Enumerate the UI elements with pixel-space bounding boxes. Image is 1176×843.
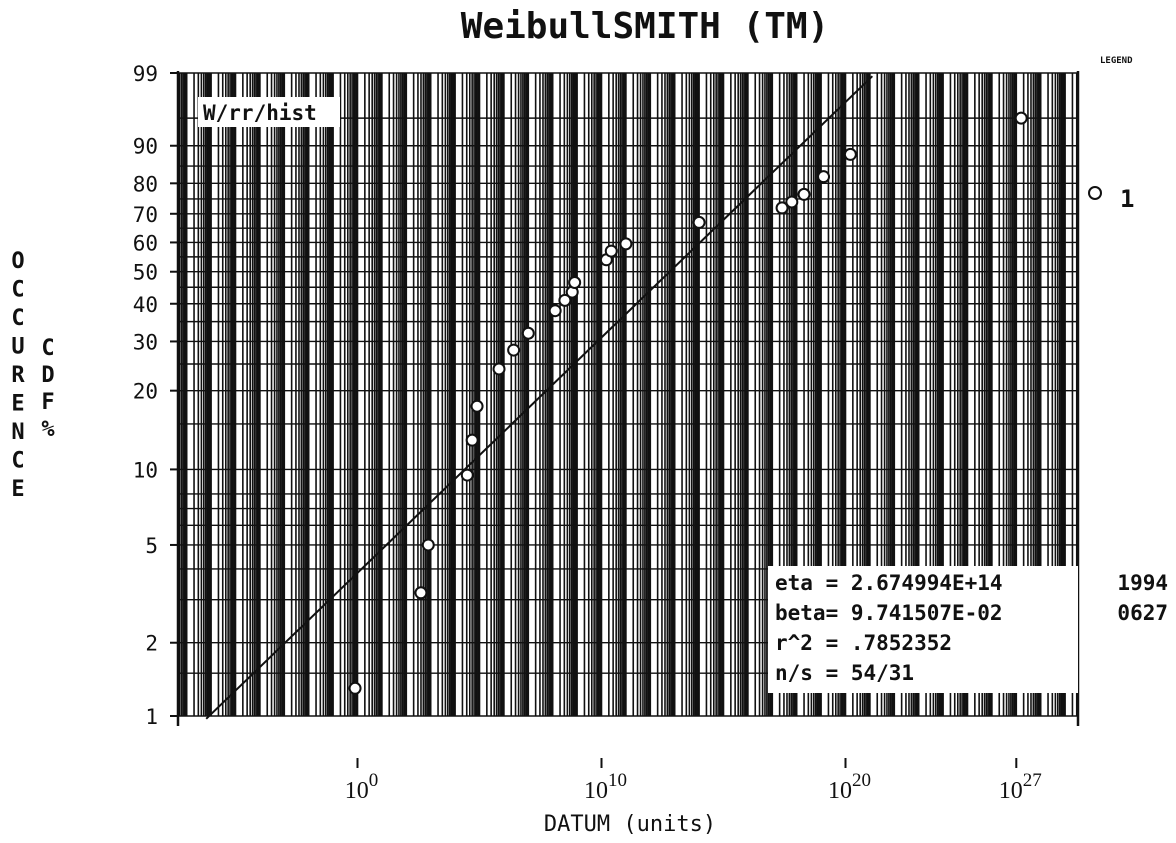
y-tick-label: 20 xyxy=(133,380,158,404)
cdf-label-letter: % xyxy=(41,417,55,442)
y-label-letter: N xyxy=(11,420,24,445)
data-point xyxy=(460,468,474,482)
y-tick-label: 5 xyxy=(145,534,158,558)
side-label: 1994 xyxy=(1117,571,1168,595)
data-point xyxy=(470,399,484,413)
data-point xyxy=(548,304,562,318)
stats-line: beta= 9.741507E-02 xyxy=(775,601,1003,625)
y-tick-label: 99 xyxy=(133,62,158,86)
y-axis-cdf-label: CDF% xyxy=(41,336,55,442)
data-point xyxy=(414,586,428,600)
y-label-letter: U xyxy=(11,335,24,360)
data-point xyxy=(421,538,435,552)
data-point xyxy=(619,237,633,251)
cdf-label-letter: C xyxy=(41,336,54,361)
y-label-letter: C xyxy=(11,306,24,331)
data-points xyxy=(348,111,1028,695)
side-labels: 1994 0627 xyxy=(1117,571,1168,625)
fit-line-group xyxy=(205,75,874,720)
y-tick-label: 10 xyxy=(133,458,158,482)
data-point xyxy=(558,293,572,307)
data-point xyxy=(775,201,789,215)
stats-line: r^2 = .7852352 xyxy=(775,631,952,655)
data-point xyxy=(1014,111,1028,125)
data-point xyxy=(492,362,506,376)
corner-label-box xyxy=(198,97,340,127)
x-tick-label: 100 xyxy=(345,770,379,804)
cdf-label-letter: F xyxy=(41,390,54,415)
weibull-fit-line xyxy=(205,75,874,720)
y-tick-label: 70 xyxy=(133,203,158,227)
x-axis-label: DATUM (units) xyxy=(544,812,716,837)
data-point xyxy=(521,326,535,340)
x-tick-label: 1027 xyxy=(999,770,1042,804)
y-label-letter: E xyxy=(11,477,24,502)
stats-box xyxy=(768,566,1078,693)
data-point xyxy=(785,195,799,209)
data-point xyxy=(797,187,811,201)
y-label-letter: C xyxy=(11,278,24,303)
data-point xyxy=(348,681,362,695)
y-label-letter: C xyxy=(11,449,24,474)
x-axis-ticks: 100 1010 1020 1027 xyxy=(345,758,1042,804)
stats-text: eta = 2.674994E+14 beta= 9.741507E-02 r^2 … xyxy=(775,571,1003,685)
data-point xyxy=(568,276,582,290)
y-tick-label: 2 xyxy=(145,632,158,656)
data-point xyxy=(692,215,706,229)
y-tick-label: 1 xyxy=(145,705,158,729)
data-point xyxy=(465,433,479,447)
y-label-letter: E xyxy=(11,392,24,417)
data-point xyxy=(507,343,521,357)
data-point xyxy=(843,147,857,161)
side-label: 0627 xyxy=(1117,601,1168,625)
chart-title: WeibullSMITH (TM) xyxy=(461,6,829,47)
legend-header: LEGEND xyxy=(1100,56,1133,66)
cdf-label-letter: D xyxy=(41,363,54,388)
y-tick-label: 80 xyxy=(133,172,158,196)
y-label-letter: O xyxy=(11,249,24,274)
y-tick-label: 90 xyxy=(133,135,158,159)
corner-label: W/rr/hist xyxy=(203,101,317,125)
x-tick-label: 1010 xyxy=(584,770,627,804)
x-tick-label: 1020 xyxy=(828,770,871,804)
y-label-letter: R xyxy=(11,363,25,388)
y-tick-label: 30 xyxy=(133,330,158,354)
data-point xyxy=(604,244,618,258)
stats-line: eta = 2.674994E+14 xyxy=(775,571,1003,595)
data-point xyxy=(817,170,831,184)
y-tick-label: 60 xyxy=(133,231,158,255)
stats-line: n/s = 54/31 xyxy=(775,661,914,685)
y-tick-label: 40 xyxy=(133,293,158,317)
y-axis-ticks: 1 2 5 10 20 30 40 50 60 70 80 90 99 xyxy=(133,62,178,729)
legend-marker-label: 1 xyxy=(1120,185,1134,213)
legend-marker xyxy=(1088,186,1102,200)
y-tick-label: 50 xyxy=(133,261,158,285)
